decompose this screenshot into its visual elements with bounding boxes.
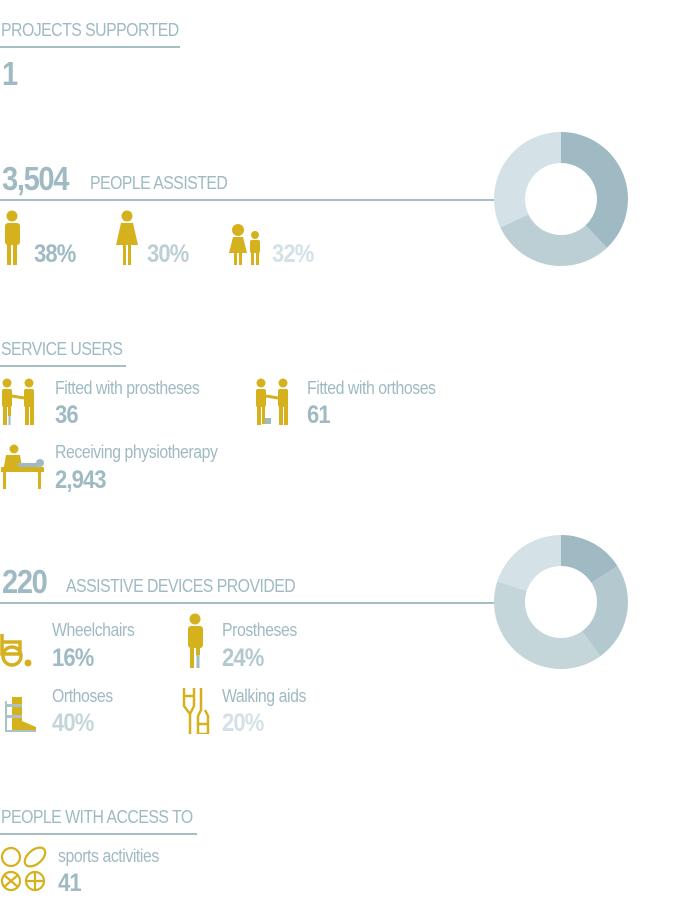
- divider: [0, 365, 126, 367]
- children-icon: [229, 224, 260, 265]
- device-label: Prostheses: [222, 620, 297, 640]
- donut-slice: [582, 566, 628, 657]
- physiotherapy-icon: [1, 444, 44, 489]
- donut-slice: [500, 214, 607, 266]
- donut-slice: [497, 535, 561, 591]
- donut-slice: [561, 535, 618, 583]
- wheelchair-icon: [0, 634, 32, 667]
- donut-slice: [494, 132, 561, 228]
- access-title: PEOPLE WITH ACCESS TO: [1, 807, 193, 827]
- divider: [0, 199, 495, 201]
- device-label: Wheelchairs: [52, 620, 135, 640]
- devices-donut-chart: [494, 535, 628, 669]
- woman-icon: [116, 210, 138, 265]
- sports-balls-icon: [0, 846, 47, 892]
- projects-value: 1: [2, 55, 18, 92]
- prosthesis-icon: [188, 613, 203, 668]
- devices-value: 220: [2, 563, 48, 600]
- device-percent: 24%: [222, 644, 264, 672]
- service-value: 2,943: [55, 466, 107, 494]
- donut-slice: [494, 581, 601, 669]
- orthosis-fitting-icon: [256, 378, 288, 425]
- service-label: Fitted with orthoses: [307, 378, 436, 398]
- donut-slice: [561, 132, 628, 248]
- prosthesis-fitting-icon: [2, 378, 34, 425]
- access-value: 41: [58, 869, 82, 897]
- crutches-icon: [182, 688, 210, 734]
- children-percent: 32%: [272, 240, 314, 268]
- men-percent: 38%: [34, 240, 76, 268]
- access-label: sports activities: [58, 846, 159, 866]
- people-value: 3,504: [2, 160, 69, 197]
- projects-title: PROJECTS SUPPORTED: [1, 20, 179, 40]
- device-label: Walking aids: [222, 686, 306, 706]
- devices-label: ASSISTIVE DEVICES PROVIDED: [66, 576, 296, 596]
- service-users-title: SERVICE USERS: [1, 339, 123, 359]
- service-label: Fitted with prostheses: [55, 378, 200, 398]
- device-label: Orthoses: [52, 686, 113, 706]
- women-percent: 30%: [147, 240, 189, 268]
- people-label: PEOPLE ASSISTED: [90, 173, 228, 193]
- device-percent: 20%: [222, 709, 264, 737]
- service-value: 61: [307, 401, 331, 429]
- device-percent: 16%: [52, 644, 94, 672]
- orthosis-icon: [5, 697, 36, 732]
- people-donut-chart: [494, 132, 628, 266]
- divider: [0, 46, 180, 48]
- man-icon: [5, 210, 20, 265]
- divider: [0, 833, 197, 835]
- divider: [0, 602, 495, 604]
- service-label: Receiving physiotherapy: [55, 442, 218, 462]
- device-percent: 40%: [52, 709, 94, 737]
- service-value: 36: [55, 401, 79, 429]
